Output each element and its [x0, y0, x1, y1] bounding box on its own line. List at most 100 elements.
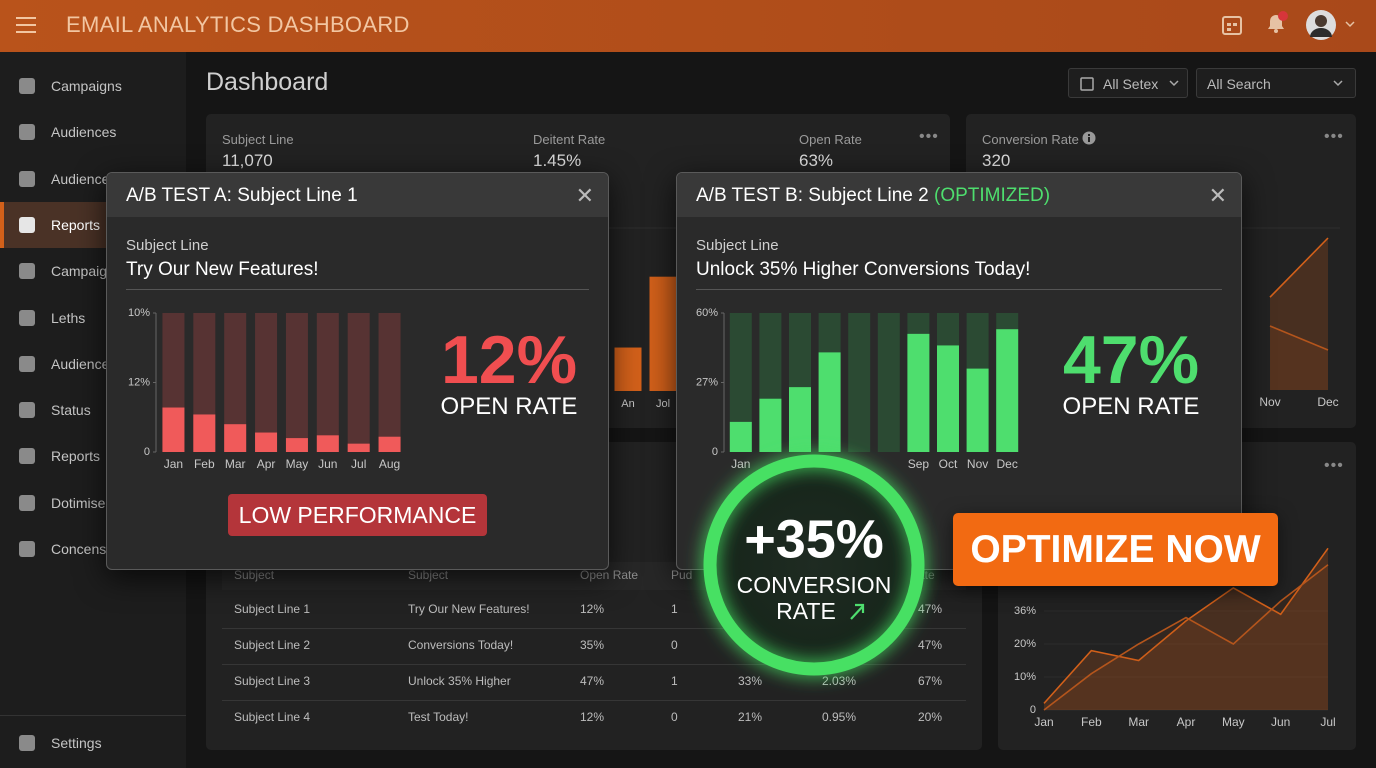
open-rate-label: OPEN RATE	[1062, 393, 1200, 420]
sidebar-label: Audiences	[51, 124, 117, 141]
sidebar-label: Status	[51, 402, 91, 419]
modal-title: A/B TEST A: Subject Line 1	[126, 185, 358, 206]
sidebar-icon	[19, 78, 35, 94]
row-divider	[222, 700, 966, 701]
bar	[224, 424, 247, 452]
y-tick-label: 36%	[1014, 605, 1036, 617]
bar	[162, 407, 185, 452]
more-menu[interactable]: •••	[919, 128, 939, 145]
sidebar-item[interactable]: Campaigns	[0, 63, 186, 109]
bar	[378, 436, 401, 452]
sidebar-label: Campaig	[51, 263, 108, 280]
sidebar-icon	[19, 541, 35, 557]
bar	[937, 345, 959, 452]
sidebar-label: Dotimise	[51, 494, 106, 511]
lift-label: RATE	[776, 598, 836, 624]
table-cell: 21%	[738, 710, 763, 724]
optimized-tag: (OPTIMIZED)	[934, 185, 1051, 206]
sidebar-item[interactable]: Reports	[0, 433, 186, 479]
sidebar-item[interactable]: Dotimise	[0, 480, 186, 526]
bar-track	[285, 313, 308, 452]
x-tick-label: Mar	[225, 457, 246, 471]
more-menu[interactable]: •••	[1324, 457, 1344, 474]
header: EMAIL ANALYTICS DASHBOARD	[0, 0, 1376, 52]
y-tick-label: 20%	[1014, 638, 1036, 650]
close-button[interactable]: ✕	[1208, 183, 1227, 208]
table-cell: 67%	[918, 674, 943, 688]
page-title: Dashboard	[206, 68, 329, 96]
sidebar-label: Reports	[51, 216, 101, 233]
sidebar-item[interactable]: Audience	[0, 156, 186, 202]
search-dropdown[interactable]: All Search	[1196, 68, 1356, 98]
series-line	[1043, 547, 1329, 704]
table-cell: 2.03%	[822, 674, 857, 688]
sidebar-item[interactable]: Campaig	[0, 248, 186, 294]
bar-track	[347, 313, 370, 452]
x-tick-label: Nov	[967, 457, 988, 471]
bar-track	[255, 313, 278, 452]
settings-item[interactable]: Settings	[0, 720, 186, 766]
series-area	[1270, 326, 1328, 390]
sidebar-icon	[19, 402, 35, 419]
x-tick-label: Oct	[939, 457, 958, 471]
x-tick-label: Feb	[194, 457, 215, 471]
bar	[966, 368, 989, 452]
more-menu[interactable]: •••	[1324, 128, 1344, 145]
x-tick-label: Jol	[656, 398, 670, 410]
table-cell: 12%	[580, 602, 605, 616]
x-tick-label: Jul	[1320, 715, 1335, 729]
modal-title: A/B TEST B: Subject Line 2 (OPTIMIZED)	[696, 185, 1050, 207]
open-rate-value: 47%	[1062, 322, 1200, 398]
kpi-label: Conversion Rate	[982, 132, 1079, 147]
calendar-icon	[1080, 77, 1094, 91]
bar-track	[378, 313, 401, 452]
user-avatar[interactable]	[1305, 9, 1361, 43]
sidebar-label: Audience	[51, 355, 110, 372]
x-tick-label: Sep	[908, 457, 930, 471]
close-button[interactable]: ✕	[575, 183, 594, 208]
row-divider	[222, 664, 966, 665]
bar	[996, 329, 1019, 452]
table-cell: Subject Line 2	[234, 638, 311, 652]
y-tick-label: 10%	[1014, 671, 1036, 683]
chevron	[1333, 80, 1343, 87]
x-tick-label: May	[286, 457, 309, 471]
y-tick-label: 0	[144, 446, 150, 458]
table-header-cell: Subject	[408, 568, 449, 582]
sidebar-item[interactable]: Concens	[0, 526, 186, 572]
notification-icon[interactable]	[1264, 10, 1290, 36]
table-cell: 0	[671, 638, 678, 652]
bar	[818, 352, 841, 452]
kpi-value: 11,070	[222, 151, 273, 170]
modal-header	[107, 173, 608, 217]
optimize-button[interactable]: OPTIMIZE NOW	[953, 513, 1278, 586]
sidebar-icon	[19, 309, 35, 326]
sidebar-label: Concens	[51, 541, 107, 557]
sidebar-item[interactable]: Audiences	[0, 109, 186, 155]
table-cell: 1	[671, 674, 678, 688]
table-cell: 0.95%	[822, 710, 857, 724]
subject-label: Subject Line	[696, 237, 779, 254]
bar	[285, 438, 308, 452]
filter-dropdown[interactable]: All Setex	[1068, 68, 1188, 98]
calendar-icon[interactable]	[1222, 14, 1242, 36]
open-rate-label: OPEN RATE	[440, 393, 578, 420]
x-tick-label: Aug	[379, 457, 400, 471]
open-rate-value: 12%	[440, 322, 578, 398]
table-cell: Subject Line 3	[234, 674, 311, 688]
y-tick-label: 12%	[128, 376, 150, 388]
info-icon[interactable]	[1082, 131, 1096, 145]
table-cell: 0	[671, 710, 678, 724]
y-tick-label: 27%	[696, 376, 718, 388]
subject-label: Subject Line	[126, 237, 209, 254]
sidebar-item[interactable]: Status	[0, 387, 186, 433]
menu-icon[interactable]	[16, 16, 36, 34]
settings-icon	[19, 735, 35, 751]
sidebar-item[interactable]: Leths	[0, 295, 186, 341]
table-cell: Unlock 35% Higher	[408, 674, 511, 688]
modal-header	[677, 173, 1241, 217]
sidebar-item[interactable]: Audience	[0, 341, 186, 387]
app-title: EMAIL ANALYTICS DASHBOARD	[66, 12, 410, 37]
bar-track	[224, 313, 247, 452]
sidebar-icon	[19, 170, 35, 187]
